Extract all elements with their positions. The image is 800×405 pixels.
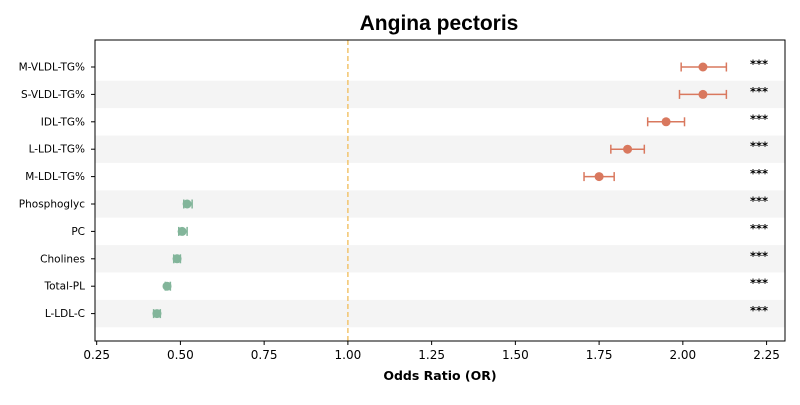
significance-label: *** [750,167,768,181]
odds-ratio-point [182,199,192,209]
significance-label: *** [750,57,768,71]
x-axis-label: Odds Ratio (OR) [383,368,496,383]
row-bands [95,80,785,328]
significance-label: *** [750,84,768,98]
odds-ratio-point [698,62,708,72]
x-tick-label: 0.75 [251,348,278,362]
significance-label: *** [750,194,768,208]
odds-ratio-point [152,309,162,319]
y-tick-label: M-VLDL-TG% [19,62,85,74]
y-tick-label: L-LDL-C [45,308,85,320]
y-tick-label: IDL-TG% [41,116,85,128]
y-tick-label: PC [71,226,85,238]
row-band [95,190,785,218]
row-band [95,135,785,163]
odds-ratio-point [162,281,172,291]
odds-ratio-point [177,226,187,236]
significance-label: *** [750,112,768,126]
x-axis-ticks: 0.25 0.50 0.75 1.00 1.25 1.50 1.75 2.00 2.25 [83,341,780,362]
odds-ratio-point [698,89,708,99]
x-tick-label: 1.50 [502,348,529,362]
x-tick-label: 0.25 [83,348,110,362]
row-band [95,245,785,273]
x-tick-label: 0.50 [167,348,194,362]
chart-title: Angina pectoris [360,12,519,35]
significance-label: *** [750,221,768,235]
odds-ratio-point [172,254,182,264]
x-tick-label: 1.25 [418,348,445,362]
significance-label: *** [750,249,768,263]
y-tick-label: Phosphoglyc [19,199,85,211]
data-marks [152,62,728,319]
x-tick-label: 2.00 [669,348,696,362]
significance-label: *** [750,276,768,290]
plot-frame [94,39,786,342]
x-tick-label: 2.25 [753,348,780,362]
odds-ratio-point [594,172,604,182]
significance-labels: *** *** *** *** *** *** *** *** *** *** [750,57,768,318]
significance-label: *** [750,139,768,153]
y-axis-ticks: M-VLDL-TG% S-VLDL-TG% IDL-TG% L-LDL-TG% M-LD… [19,62,95,320]
row-band [95,80,785,109]
y-tick-label: Cholines [40,253,85,265]
significance-label: *** [750,304,768,318]
y-tick-label: L-LDL-TG% [29,144,85,156]
y-tick-label: M-LDL-TG% [25,171,85,183]
row-band [95,299,785,328]
y-tick-label: Total-PL [44,281,86,293]
x-tick-label: 1.00 [335,348,362,362]
x-tick-label: 1.75 [586,348,613,362]
odds-ratio-point [661,117,671,127]
y-tick-label: S-VLDL-TG% [21,89,85,101]
odds-ratio-point [623,144,633,154]
